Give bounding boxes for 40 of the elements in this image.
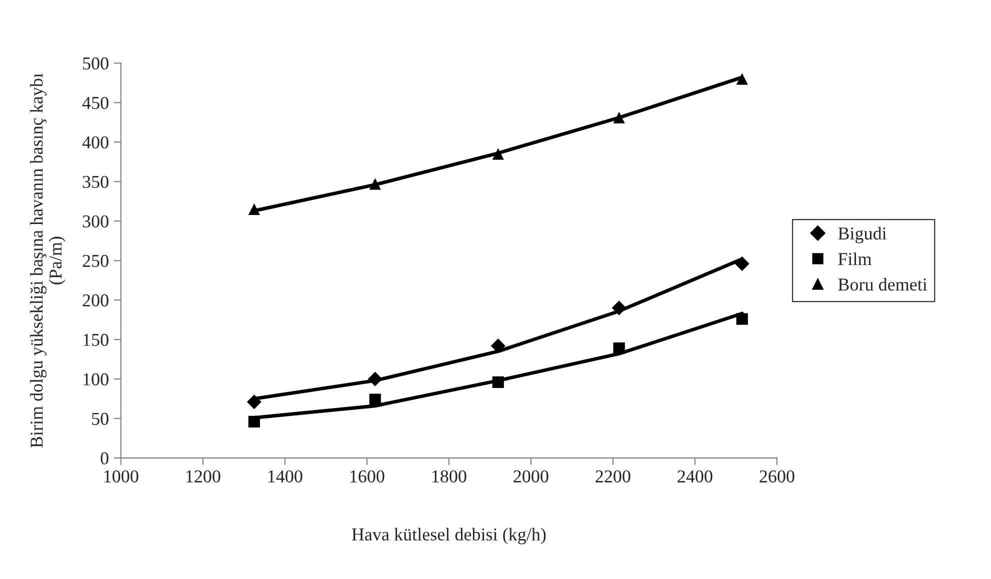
point (492, 148, 504, 160)
y-tick-label: 0 (100, 452, 108, 464)
point (248, 203, 260, 216)
x-tick-label: 2000 (514, 470, 548, 482)
point (490, 338, 506, 354)
legend-label: Film (838, 252, 872, 265)
point (613, 112, 625, 124)
y-axis-title: Birim dolgu yüksekliği başına havanın basınç kaybı (Pa/m) (30, 73, 66, 448)
point (369, 394, 381, 406)
y-tick-label: 150 (84, 334, 108, 346)
point (368, 372, 382, 386)
x-tick-label: 2400 (678, 470, 712, 482)
y-tick-label: 50 (92, 412, 108, 425)
y-tick-label: 500 (83, 57, 108, 70)
x-tick-label: 1200 (186, 470, 220, 482)
y-tick-label: 350 (82, 176, 108, 188)
y-tick-label: 100 (84, 373, 108, 386)
legend-label: Boru demeti (838, 278, 928, 291)
x-tick-label: 2600 (760, 470, 794, 482)
x-tick-label: 1600 (350, 470, 384, 482)
legend-label: Bigudi (838, 226, 886, 244)
y-tick-label: 450 (82, 96, 108, 110)
point (734, 256, 750, 271)
x-tick-label: 2200 (596, 470, 630, 482)
point (736, 73, 748, 85)
point (613, 342, 625, 354)
point (492, 376, 504, 388)
y-tick-label: 250 (82, 254, 108, 267)
y-tick-label: 300 (82, 215, 108, 228)
y-tick-label: 200 (82, 294, 108, 306)
y-tick-label: 400 (82, 136, 108, 149)
x-tick-label: 1000 (104, 470, 138, 482)
point (369, 178, 381, 190)
point (248, 416, 260, 428)
x-tick-label: 1400 (268, 470, 302, 482)
x-tick-label: 1800 (432, 470, 466, 482)
point (612, 300, 626, 316)
point (736, 313, 748, 325)
point (246, 394, 262, 410)
x-axis-title: Hava kütlesel debisi (kg/h) (352, 528, 546, 544)
